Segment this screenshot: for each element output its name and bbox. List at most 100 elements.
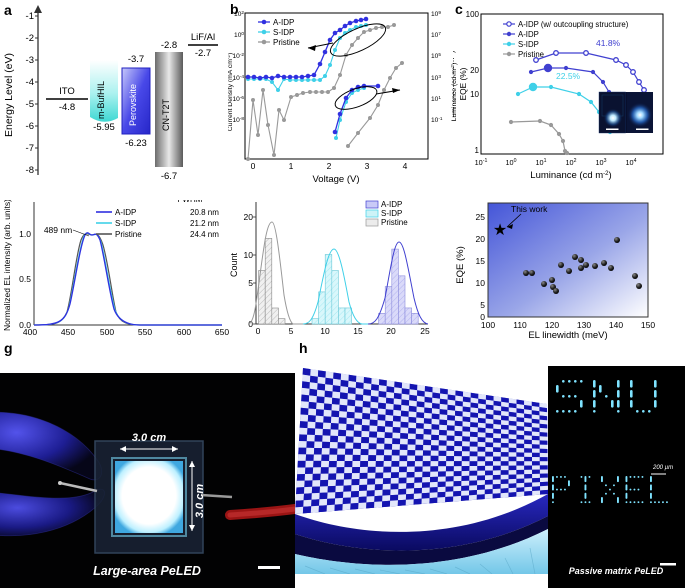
- svg-text:S-IDP: S-IDP: [518, 40, 539, 49]
- svg-text:★: ★: [493, 222, 507, 239]
- svg-text:-4.8: -4.8: [59, 102, 75, 113]
- svg-text:101: 101: [535, 158, 546, 167]
- svg-text:This work: This work: [511, 204, 548, 214]
- svg-text:0: 0: [256, 326, 261, 336]
- svg-text:Count: Count: [229, 253, 239, 278]
- svg-text:S-IDP: S-IDP: [381, 209, 402, 218]
- svg-text:Current Density (mA cm-2): Current Density (mA cm-2): [228, 53, 234, 132]
- svg-text:550: 550: [138, 327, 152, 337]
- svg-text:20: 20: [386, 326, 396, 336]
- svg-text:41.8%: 41.8%: [596, 38, 621, 48]
- svg-text:m-BufHIL: m-BufHIL: [96, 81, 106, 119]
- svg-text:-6.7: -6.7: [161, 171, 177, 182]
- svg-text:-5.95: -5.95: [93, 122, 115, 133]
- svg-text:2: 2: [327, 161, 332, 171]
- svg-text:10: 10: [476, 278, 486, 288]
- svg-text:10-1: 10-1: [431, 116, 443, 125]
- svg-text:Pristine: Pristine: [115, 230, 142, 239]
- svg-text:20: 20: [244, 212, 254, 222]
- svg-text:5: 5: [289, 326, 294, 336]
- svg-text:20: 20: [476, 234, 486, 244]
- svg-text:100: 100: [234, 31, 244, 40]
- svg-text:105: 105: [431, 52, 441, 61]
- svg-text:450: 450: [61, 327, 75, 337]
- svg-text:-5: -5: [26, 99, 34, 110]
- svg-text:CN-T2T: CN-T2T: [161, 99, 171, 131]
- svg-text:100: 100: [481, 320, 495, 330]
- svg-text:A-IDP: A-IDP: [273, 18, 294, 27]
- svg-text:A-IDP: A-IDP: [381, 200, 402, 209]
- svg-text:15: 15: [476, 256, 486, 266]
- svg-text:FWHM: FWHM: [178, 200, 203, 204]
- svg-text:0.5: 0.5: [19, 274, 31, 284]
- svg-text:LiF/Al: LiF/Al: [191, 32, 215, 43]
- svg-text:101: 101: [431, 95, 441, 104]
- svg-text:22.5%: 22.5%: [556, 71, 581, 81]
- svg-text:10: 10: [320, 326, 330, 336]
- svg-text:A-IDP (w/ outcoupling structur: A-IDP (w/ outcoupling structure): [518, 20, 629, 29]
- svg-text:104: 104: [625, 158, 636, 167]
- svg-text:A-IDP: A-IDP: [518, 30, 539, 39]
- svg-text:-3: -3: [26, 55, 34, 66]
- svg-text:10-6: 10-6: [232, 95, 244, 104]
- svg-text:24.4 nm: 24.4 nm: [190, 230, 219, 239]
- svg-text:107: 107: [431, 31, 441, 40]
- svg-text:600: 600: [177, 327, 191, 337]
- svg-text:102: 102: [565, 158, 576, 167]
- svg-text:Passive matrix PeLED: Passive matrix PeLED: [569, 566, 664, 576]
- svg-text:-1: -1: [26, 11, 34, 22]
- svg-text:100: 100: [505, 158, 516, 167]
- svg-text:0: 0: [251, 161, 256, 171]
- svg-text:Pristine: Pristine: [273, 38, 300, 47]
- svg-text:103: 103: [595, 158, 606, 167]
- svg-text:100: 100: [466, 10, 480, 19]
- svg-text:Voltage (V): Voltage (V): [313, 174, 360, 185]
- svg-text:Large-area PeLED: Large-area PeLED: [93, 564, 201, 578]
- svg-text:140: 140: [609, 320, 623, 330]
- svg-text:3.0 cm: 3.0 cm: [194, 484, 206, 518]
- svg-text:15: 15: [353, 326, 363, 336]
- svg-text:20: 20: [470, 66, 479, 75]
- svg-text:10: 10: [470, 90, 479, 99]
- svg-text:-3.7: -3.7: [128, 54, 144, 65]
- svg-text:10: 10: [244, 250, 254, 260]
- svg-text:-4: -4: [26, 77, 34, 88]
- svg-text:EL linewidth (meV): EL linewidth (meV): [528, 330, 607, 340]
- svg-text:Pristine: Pristine: [381, 218, 408, 227]
- svg-text:ITO: ITO: [59, 86, 75, 97]
- svg-text:Luminance (cd m-2): Luminance (cd m-2): [453, 50, 456, 118]
- svg-text:Normalized EL intensity (arb.: Normalized EL intensity (arb. units): [2, 200, 12, 331]
- svg-text:3: 3: [365, 161, 370, 171]
- svg-text:EQE (%): EQE (%): [458, 67, 468, 100]
- svg-text:109: 109: [431, 10, 441, 19]
- svg-text:A-IDP: A-IDP: [115, 208, 136, 217]
- svg-text:25: 25: [476, 212, 486, 222]
- svg-text:10-1: 10-1: [475, 158, 488, 167]
- svg-text:10-4: 10-4: [232, 74, 244, 83]
- svg-text:Pristine: Pristine: [518, 50, 544, 59]
- svg-text:Perovskite: Perovskite: [128, 84, 138, 126]
- svg-text:Energy Level (eV): Energy Level (eV): [3, 53, 15, 137]
- svg-text:130: 130: [577, 320, 591, 330]
- svg-text:-6.23: -6.23: [125, 138, 147, 149]
- svg-text:1: 1: [475, 146, 480, 155]
- svg-text:500: 500: [100, 327, 114, 337]
- svg-text:1.0: 1.0: [19, 229, 31, 239]
- svg-text:25: 25: [420, 326, 430, 336]
- svg-text:103: 103: [431, 74, 441, 83]
- svg-text:-2.8: -2.8: [161, 40, 177, 51]
- svg-text:400: 400: [23, 327, 37, 337]
- svg-text:-6: -6: [26, 121, 34, 132]
- svg-text:-2: -2: [26, 33, 34, 44]
- svg-text:489 nm: 489 nm: [44, 225, 72, 235]
- svg-text:20.8 nm: 20.8 nm: [190, 208, 219, 217]
- svg-text:Luminance (cd m-2): Luminance (cd m-2): [530, 170, 611, 181]
- svg-text:5: 5: [248, 278, 253, 288]
- svg-text:5: 5: [480, 300, 485, 310]
- svg-text:200 µm: 200 µm: [652, 465, 673, 471]
- svg-text:110: 110: [513, 320, 527, 330]
- svg-text:-2.7: -2.7: [195, 48, 211, 59]
- svg-text:150: 150: [641, 320, 655, 330]
- svg-text:10-8: 10-8: [232, 116, 244, 125]
- svg-text:S-IDP: S-IDP: [115, 219, 136, 228]
